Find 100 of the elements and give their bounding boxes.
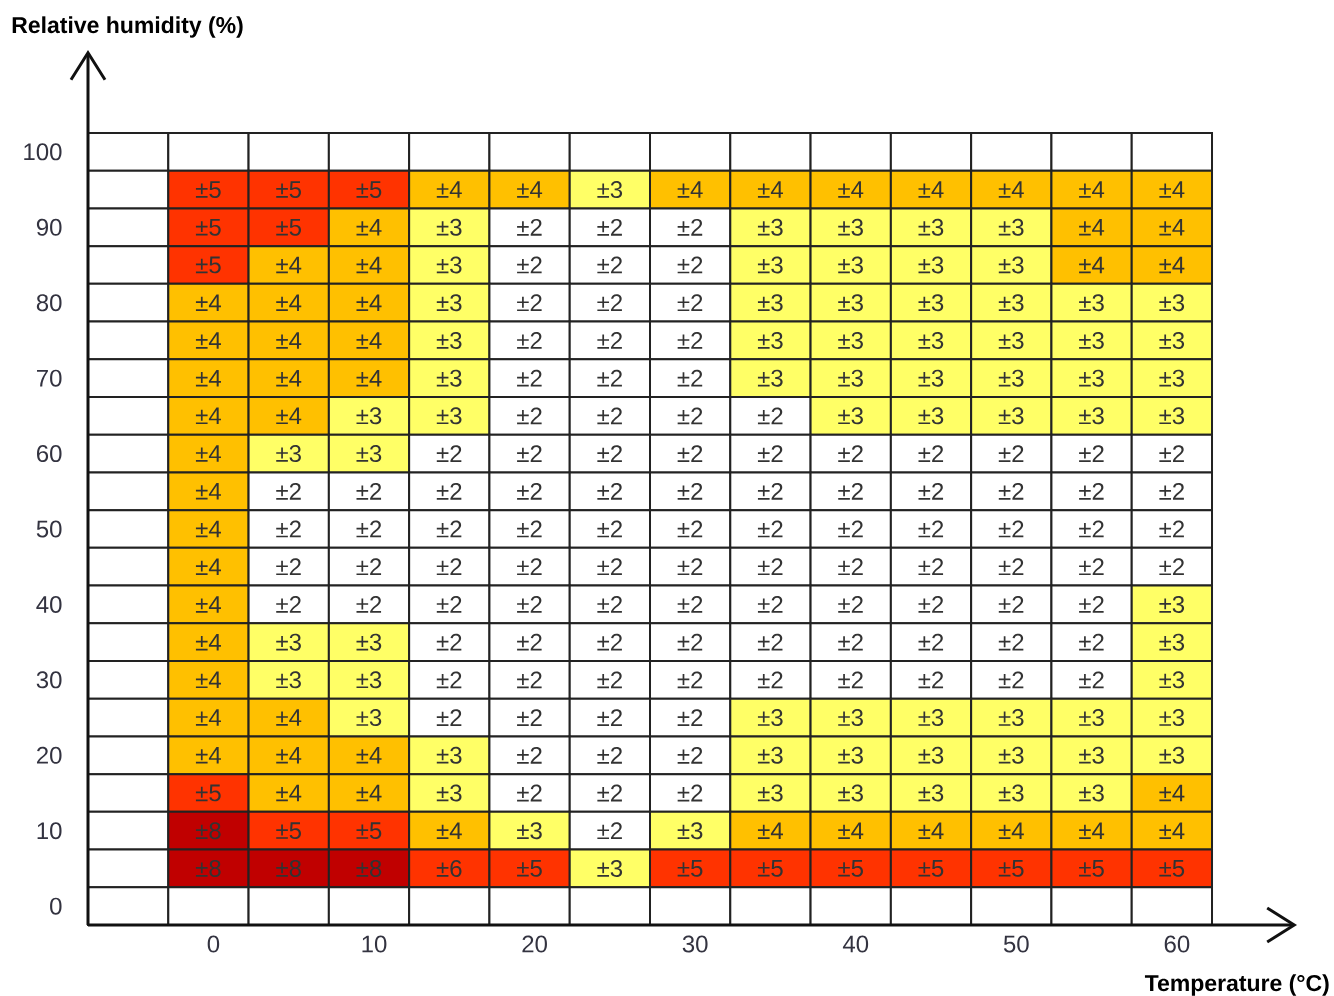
x-tick-label: 50 <box>1003 935 1029 953</box>
data-label: ±8 <box>195 822 221 840</box>
x-tick-label: 60 <box>1164 935 1190 953</box>
y-tick-label: 60 <box>37 445 62 463</box>
data-label: ±2 <box>1079 671 1104 689</box>
data-label: ±2 <box>597 369 622 387</box>
data-label: ±2 <box>276 482 301 500</box>
data-label: ±3 <box>998 709 1024 727</box>
data-label: ±2 <box>677 369 703 387</box>
data-label: ±2 <box>677 746 703 764</box>
y-axis-title: Relative humidity (%) <box>12 16 243 38</box>
data-label: ±5 <box>276 822 301 840</box>
data-label: ±2 <box>1079 520 1104 538</box>
y-tick-label: 50 <box>36 520 62 538</box>
x-tick-label: 30 <box>682 935 708 953</box>
y-tick-label: 90 <box>36 218 62 236</box>
data-label: ±3 <box>757 294 783 312</box>
data-label: ±2 <box>757 482 783 500</box>
data-label: ±5 <box>998 860 1024 877</box>
data-label: ±2 <box>517 784 542 802</box>
data-label: ±3 <box>356 671 382 689</box>
data-label: ±3 <box>1159 746 1185 764</box>
data-label: ±5 <box>195 256 221 274</box>
data-label: ±2 <box>918 482 944 500</box>
data-label: ±2 <box>436 671 462 689</box>
data-label: ±5 <box>677 860 703 877</box>
data-label: ±3 <box>436 218 462 236</box>
data-label: ±2 <box>998 633 1024 651</box>
data-label: ±2 <box>436 482 462 500</box>
data-label: ±3 <box>998 331 1024 349</box>
data-label: ±2 <box>356 596 382 613</box>
data-label: ±3 <box>356 407 382 425</box>
data-label: ±2 <box>276 520 301 538</box>
data-label: ±4 <box>356 294 382 311</box>
data-label: ±5 <box>918 860 944 877</box>
data-label: ±5 <box>1079 860 1104 877</box>
data-label: ±2 <box>998 558 1024 576</box>
data-label: ±3 <box>998 369 1024 387</box>
data-label: ±2 <box>276 596 301 613</box>
data-label: ±5 <box>356 181 382 198</box>
data-label: ±3 <box>436 294 462 312</box>
data-label: ±2 <box>757 558 783 576</box>
data-label: ±3 <box>1159 369 1185 387</box>
data-label: ±2 <box>597 332 622 349</box>
data-label: ±4 <box>276 369 302 387</box>
data-label: ±2 <box>517 596 542 613</box>
data-label: ±2 <box>1079 482 1104 500</box>
data-label: ±3 <box>1079 331 1104 349</box>
data-label: ±4 <box>356 332 382 349</box>
data-label: ±2 <box>1079 445 1104 462</box>
data-label: ±3 <box>436 746 462 764</box>
data-label: ±4 <box>276 747 302 764</box>
data-label: ±5 <box>195 218 221 236</box>
data-label: ±3 <box>517 822 542 840</box>
data-label: ±4 <box>1079 256 1105 274</box>
data-label: ±3 <box>918 294 944 312</box>
data-label: ±3 <box>597 859 623 877</box>
data-label: ±2 <box>918 520 944 538</box>
data-label: ±3 <box>436 369 462 387</box>
data-label: ±2 <box>677 596 703 613</box>
data-label: ±2 <box>517 709 542 726</box>
data-label: ±2 <box>1079 633 1104 651</box>
data-label: ±2 <box>918 596 944 613</box>
data-label: ±5 <box>1159 860 1185 877</box>
data-label: ±3 <box>1079 407 1104 425</box>
data-label: ±4 <box>195 747 221 764</box>
data-label: ±4 <box>195 633 221 651</box>
data-label: ±2 <box>757 520 783 538</box>
data-label: ±2 <box>1079 558 1104 576</box>
data-label: ±2 <box>757 596 783 613</box>
data-label: ±3 <box>1159 633 1185 651</box>
data-label: ±3 <box>1159 331 1185 349</box>
data-label: ±3 <box>1079 784 1104 802</box>
data-label: ±2 <box>998 596 1024 613</box>
data-label: ±3 <box>757 709 783 727</box>
data-label: ±2 <box>677 332 703 349</box>
data-label: ±2 <box>998 671 1024 689</box>
data-label: ±5 <box>757 860 783 877</box>
data-label: ±2 <box>677 633 703 651</box>
data-label: ±4 <box>1159 256 1185 274</box>
data-label: ±2 <box>356 558 382 576</box>
data-label: ±3 <box>918 256 944 274</box>
data-label: ±2 <box>677 709 703 726</box>
data-label: ±4 <box>436 822 462 839</box>
y-tick-label: 10 <box>37 822 62 840</box>
x-tick-label: 20 <box>522 935 547 953</box>
data-label: ±3 <box>1159 709 1185 727</box>
data-label: ±3 <box>918 369 944 387</box>
data-label: ±2 <box>517 256 542 274</box>
y-tick-label: 20 <box>36 746 62 764</box>
data-label: ±3 <box>356 445 382 463</box>
data-label: ±3 <box>1079 709 1104 727</box>
data-label: ±2 <box>517 633 542 651</box>
data-label: ±2 <box>356 482 382 500</box>
data-label: ±3 <box>918 709 944 727</box>
data-label: ±4 <box>918 822 944 839</box>
data-label: ±2 <box>436 709 462 726</box>
data-label: ±3 <box>276 445 301 463</box>
data-label: ±4 <box>356 256 382 274</box>
data-label: ±3 <box>838 746 863 764</box>
